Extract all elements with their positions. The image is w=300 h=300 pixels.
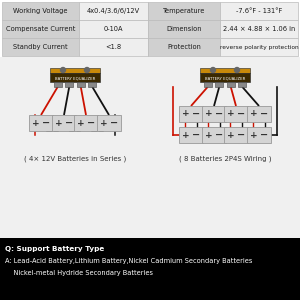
Bar: [88, 82, 96, 87]
Bar: [79, 20, 148, 38]
Text: −: −: [260, 109, 268, 119]
Bar: [227, 82, 235, 87]
Bar: [65, 82, 73, 87]
Text: −: −: [237, 109, 245, 119]
Bar: [224, 106, 248, 122]
Bar: [2, 38, 79, 56]
Text: 4x0.4/3.6/6/12V: 4x0.4/3.6/6/12V: [87, 8, 140, 14]
Bar: [148, 20, 220, 38]
Text: +: +: [77, 118, 85, 127]
Text: Compensate Current: Compensate Current: [6, 26, 75, 32]
Text: +: +: [205, 130, 213, 140]
Bar: [200, 73, 250, 82]
Bar: [148, 2, 220, 20]
Text: −: −: [192, 130, 200, 140]
Circle shape: [85, 68, 89, 73]
Bar: [179, 106, 203, 122]
Bar: [148, 38, 220, 56]
Text: +: +: [250, 130, 258, 140]
Bar: [2, 20, 79, 38]
Bar: [220, 2, 298, 20]
Circle shape: [61, 68, 65, 73]
Text: +: +: [182, 130, 190, 140]
Text: −: −: [192, 109, 200, 119]
Text: +: +: [205, 110, 213, 118]
Text: −: −: [260, 130, 268, 140]
Bar: [179, 127, 203, 143]
Text: +: +: [32, 118, 40, 127]
Bar: [0, 238, 300, 300]
Text: Temperature: Temperature: [163, 8, 205, 14]
Text: Protection: Protection: [167, 44, 201, 50]
Text: 2.44 × 4.88 × 1.06 in: 2.44 × 4.88 × 1.06 in: [223, 26, 295, 32]
Bar: [224, 127, 248, 143]
Text: −: −: [110, 118, 118, 128]
Bar: [215, 82, 223, 87]
Text: Nickel-metal Hydride Secondary Batteries: Nickel-metal Hydride Secondary Batteries: [5, 270, 153, 276]
Text: +: +: [55, 118, 63, 127]
Text: ( 8 Batteries 2P4S Wiring ): ( 8 Batteries 2P4S Wiring ): [179, 156, 271, 163]
Bar: [79, 38, 148, 56]
Text: −: −: [237, 130, 245, 140]
Text: reverse polarity protection: reverse polarity protection: [220, 44, 298, 50]
Bar: [79, 2, 148, 20]
Bar: [247, 106, 271, 122]
Bar: [2, 2, 79, 20]
Bar: [220, 38, 298, 56]
Text: +: +: [227, 110, 235, 118]
Text: +: +: [100, 118, 108, 127]
Text: +: +: [227, 130, 235, 140]
Text: −: −: [215, 109, 223, 119]
Text: ( 4× 12V Batteries in Series ): ( 4× 12V Batteries in Series ): [24, 156, 126, 163]
Text: −: −: [65, 118, 73, 128]
Text: Standby Current: Standby Current: [13, 44, 68, 50]
Bar: [74, 115, 98, 131]
Text: −: −: [42, 118, 50, 128]
Bar: [247, 127, 271, 143]
Text: −: −: [215, 130, 223, 140]
Text: BATTERY EQUALIZER: BATTERY EQUALIZER: [205, 76, 245, 80]
Text: −: −: [87, 118, 95, 128]
Text: +: +: [250, 110, 258, 118]
Text: -7.6°F - 131°F: -7.6°F - 131°F: [236, 8, 282, 14]
Bar: [77, 82, 85, 87]
Text: 0-10A: 0-10A: [104, 26, 123, 32]
Bar: [0, 57, 300, 242]
Bar: [52, 115, 76, 131]
Bar: [200, 68, 250, 73]
Text: A: Lead-Acid Battery,Lithium Battery,Nickel Cadmium Secondary Batteries: A: Lead-Acid Battery,Lithium Battery,Nic…: [5, 258, 252, 264]
Bar: [97, 115, 121, 131]
Circle shape: [235, 68, 239, 73]
Circle shape: [211, 68, 215, 73]
Text: Working Voltage: Working Voltage: [13, 8, 68, 14]
Bar: [202, 106, 226, 122]
Bar: [202, 127, 226, 143]
Bar: [50, 73, 100, 82]
Text: BATTERY EQUALIZER: BATTERY EQUALIZER: [55, 76, 95, 80]
Text: <1.8: <1.8: [105, 44, 122, 50]
Bar: [204, 82, 212, 87]
Bar: [29, 115, 53, 131]
Bar: [238, 82, 246, 87]
Text: +: +: [182, 110, 190, 118]
Bar: [220, 20, 298, 38]
Bar: [50, 68, 100, 73]
Text: Q: Support Battery Type: Q: Support Battery Type: [5, 246, 104, 252]
Text: Dimension: Dimension: [166, 26, 202, 32]
Bar: [54, 82, 61, 87]
